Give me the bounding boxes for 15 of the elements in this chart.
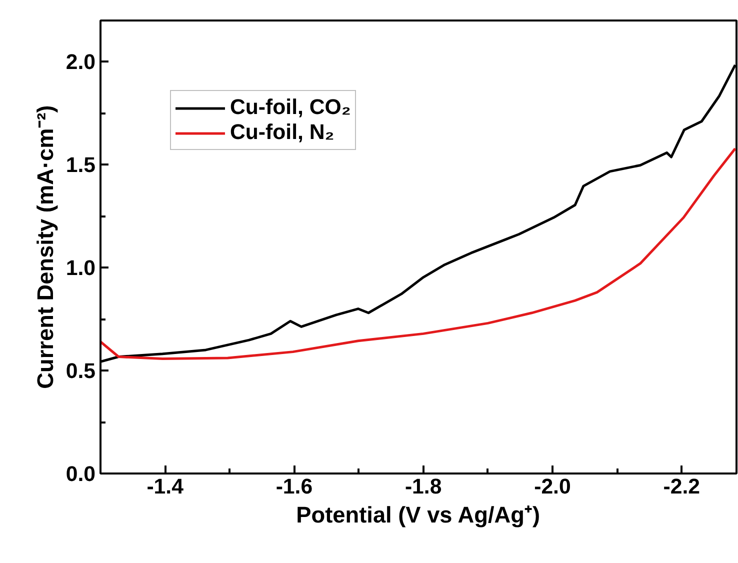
x-tick-label: -1.8 <box>404 474 442 498</box>
y-tick-label: 0.5 <box>66 359 96 384</box>
x-tick-label: -1.4 <box>146 474 184 498</box>
x-tick-label: -2.2 <box>663 474 700 498</box>
line-series <box>100 147 736 360</box>
y-axis-title: Current Density (mA·cm⁻²) <box>32 105 58 389</box>
y-tick-label: 1.5 <box>66 153 96 178</box>
legend-label: Cu-foil, CO₂ <box>230 95 351 120</box>
y-tick-label: 1.0 <box>66 256 96 280</box>
y-tick-label: 2.0 <box>66 50 96 74</box>
x-tick-label: -1.6 <box>276 474 313 498</box>
x-axis-title: Potential (V vs Ag/Ag⁺) <box>296 502 540 528</box>
x-tick-label: -2.0 <box>534 474 571 498</box>
y-tick-label: 0.0 <box>66 462 96 486</box>
legend-label: Cu-foil, N₂ <box>230 120 334 145</box>
